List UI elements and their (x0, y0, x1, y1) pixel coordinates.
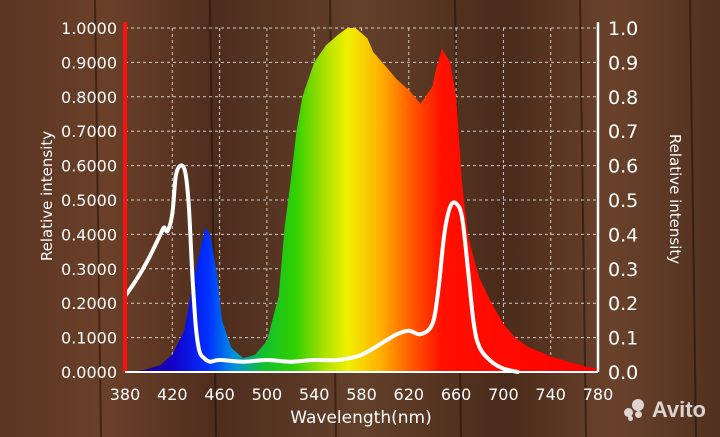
x-tick-label: 780 (583, 385, 614, 404)
x-tick-label: 460 (204, 385, 235, 404)
right-y-tick-label: 1.0 (608, 18, 638, 40)
x-tick-label: 620 (394, 385, 425, 404)
left-y-tick-labels: 0.0000 0.1000 0.2000 0.3000 0.4000 0.5000 0.60… (61, 19, 117, 382)
white-spectrum-line (123, 163, 520, 374)
right-y-tick-label: 0.8 (608, 87, 638, 109)
right-y-tick-label: 0.0 (608, 362, 638, 384)
x-tick-label: 700 (488, 385, 519, 404)
right-y-tick-label: 0.9 (608, 52, 638, 74)
x-tick-labels: 380 420 460 500 540 580 620 660 700 740 780 (110, 385, 614, 404)
x-tick-label: 580 (346, 385, 377, 404)
left-y-tick-label: 0.7000 (61, 122, 117, 141)
x-tick-label: 740 (535, 385, 566, 404)
left-y-tick-label: 1.0000 (61, 19, 117, 38)
wood-seam (689, 0, 697, 437)
x-tick-label: 540 (299, 385, 330, 404)
left-y-tick-label: 0.3000 (61, 260, 117, 279)
avito-logo-icon (623, 399, 646, 421)
avito-watermark: Avito (623, 397, 706, 423)
left-y-tick-label: 0.9000 (61, 53, 117, 72)
right-y-tick-label: 0.7 (608, 121, 638, 143)
spectrum-area (125, 28, 598, 372)
x-tick-label: 500 (252, 385, 283, 404)
left-y-tick-label: 0.1000 (61, 329, 117, 348)
right-y-axis-title: Relative intensity (666, 134, 684, 264)
wood-seam (94, 0, 102, 437)
left-y-tick-label: 0.6000 (61, 157, 117, 176)
left-y-tick-label: 0.2000 (61, 294, 117, 313)
right-y-tick-label: 0.2 (608, 293, 638, 315)
right-y-tick-label: 0.6 (608, 156, 638, 178)
left-y-tick-label: 0.0000 (61, 363, 117, 382)
right-y-tick-label: 0.3 (608, 259, 638, 281)
x-tick-label: 420 (157, 385, 188, 404)
right-y-tick-label: 0.4 (608, 224, 638, 246)
watermark-text: Avito (651, 397, 706, 422)
x-tick-label: 660 (441, 385, 472, 404)
x-axis-title: Wavelength(nm) (290, 408, 431, 428)
x-tick-label: 380 (110, 385, 141, 404)
left-y-tick-label: 0.4000 (61, 225, 117, 244)
left-y-axis-title: Relative intensity (38, 131, 56, 261)
left-y-tick-label: 0.8000 (61, 88, 117, 107)
right-y-tick-label: 0.5 (608, 190, 638, 212)
left-y-tick-label: 0.5000 (61, 191, 117, 210)
right-y-tick-labels: 0.0 0.1 0.2 0.3 0.4 0.5 0.6 0.7 0.8 0.9 1.0 (608, 18, 638, 384)
wood-seam (579, 0, 587, 437)
right-y-tick-label: 0.1 (608, 328, 638, 350)
